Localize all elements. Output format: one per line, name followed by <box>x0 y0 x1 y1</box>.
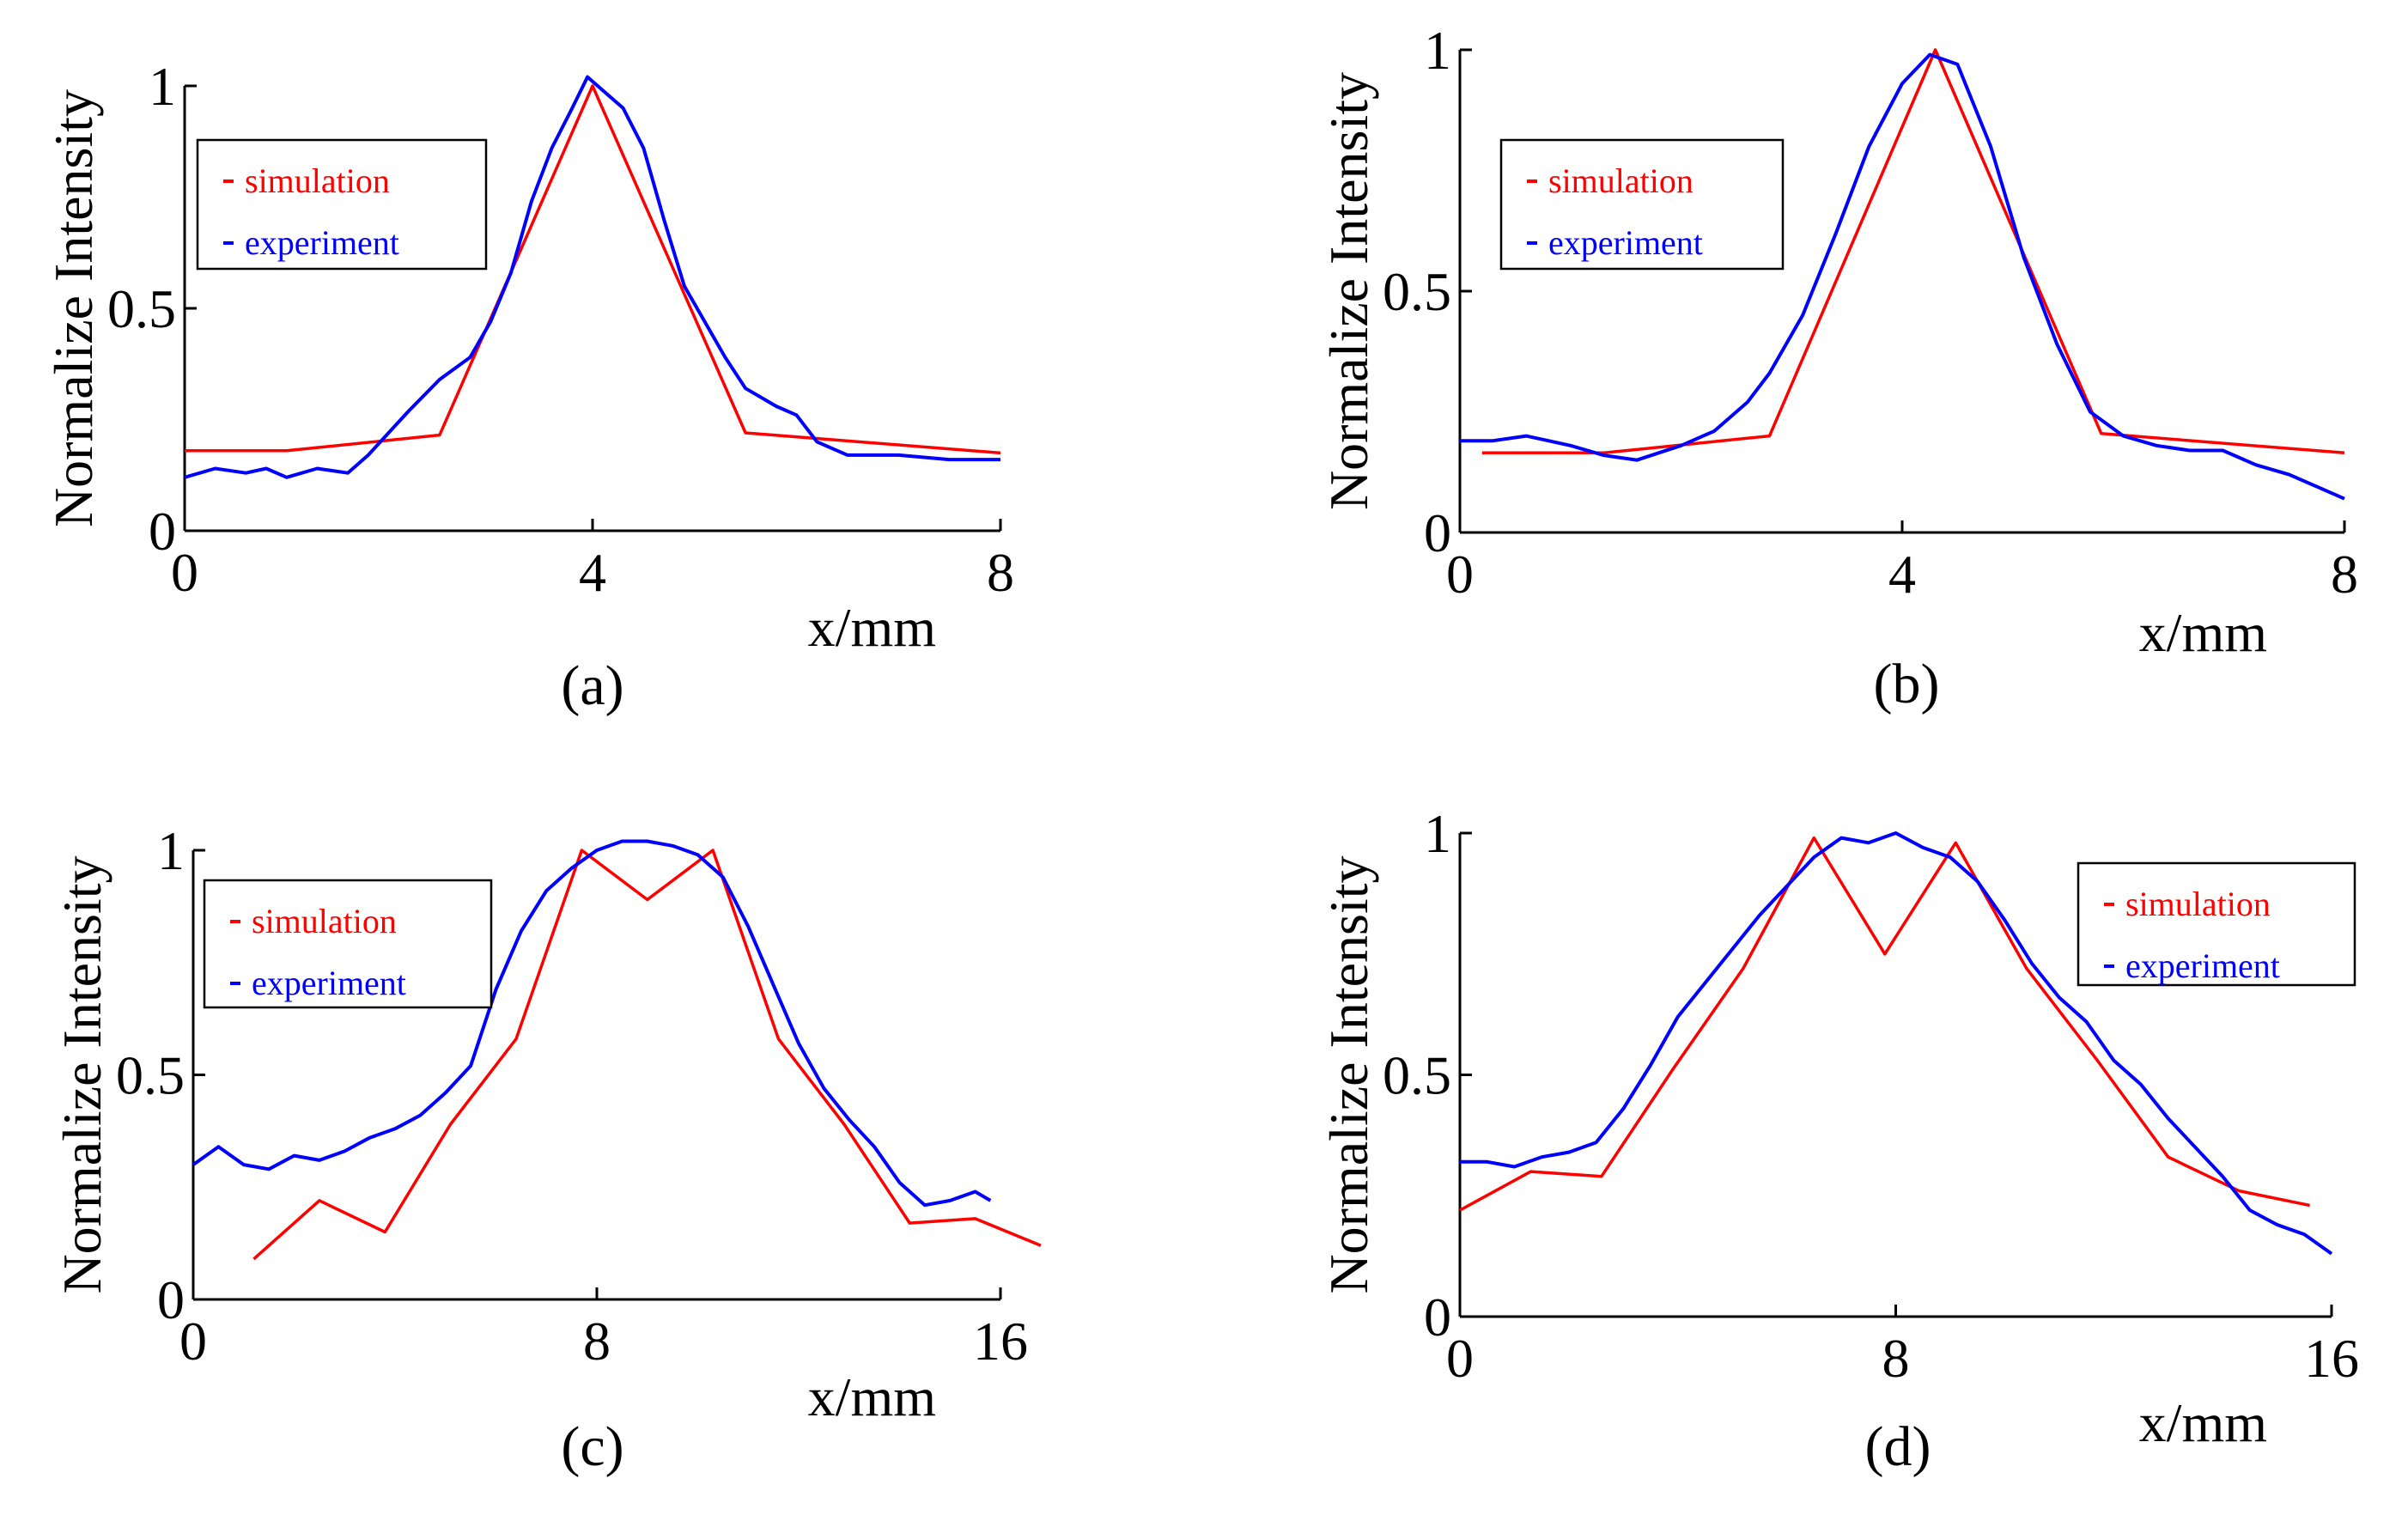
legend-box <box>203 879 493 1009</box>
x-tick-label: 0 <box>179 1311 207 1372</box>
x-tick-label: 8 <box>987 542 1014 603</box>
y-tick-label: 0.5 <box>116 1045 185 1106</box>
simulation-line <box>1459 836 2310 1212</box>
x-tick-label: 8 <box>583 1311 611 1372</box>
y-axis-label: Normalize Intensity <box>52 855 112 1293</box>
y-tick-label: 0 <box>149 501 176 562</box>
x-tick-label: 8 <box>1882 1328 1910 1389</box>
panel-d: 0 0.5 1 0 8 16 Normalize Intensity x/mm simulati… <box>1318 803 2359 1478</box>
y-tick-label: 1 <box>1424 803 1451 864</box>
x-tick-label: 4 <box>1888 544 1916 605</box>
legend-label-experiment: experiment <box>2125 946 2280 985</box>
x-tick-label: 16 <box>2304 1328 2359 1389</box>
legend: simulation experiment <box>203 879 493 1009</box>
y-tick-label: 1 <box>149 56 176 117</box>
legend-label-experiment: experiment <box>252 964 406 1002</box>
y-tick-label: 1 <box>157 820 185 881</box>
simulation-line <box>252 849 1042 1261</box>
x-tick-label: 4 <box>579 542 606 603</box>
panel-caption: (b) <box>1874 653 1940 715</box>
y-tick-label: 1 <box>1424 20 1451 81</box>
y-tick-label: 0 <box>1424 1287 1451 1348</box>
panel-caption: (d) <box>1865 1415 1931 1478</box>
legend-label-simulation: simulation <box>245 161 390 200</box>
experiment-line <box>1460 52 2345 501</box>
legend-box <box>2077 861 2356 987</box>
experiment-line <box>184 75 1000 479</box>
legend: simulation experiment <box>196 138 488 271</box>
x-tick-label: 0 <box>171 542 198 603</box>
panel-caption: (c) <box>561 1415 623 1478</box>
legend-box <box>196 138 488 271</box>
x-tick-label: 0 <box>1446 544 1474 605</box>
y-tick-label: 0.5 <box>1383 261 1451 322</box>
legend-label-experiment: experiment <box>1548 223 1703 262</box>
panel-b: 0 0.5 1 0 4 8 Normalize Intensity x/mm simulatio… <box>1318 20 2358 715</box>
x-axis-label: x/mm <box>808 1366 936 1427</box>
legend-label-simulation: simulation <box>1548 161 1694 200</box>
y-tick-label: 0 <box>157 1269 185 1330</box>
legend: simulation experiment <box>1499 138 1785 271</box>
experiment-line <box>1460 831 2333 1256</box>
x-axis-label: x/mm <box>2139 1392 2267 1453</box>
panel-caption: (a) <box>561 654 623 717</box>
x-tick-label: 8 <box>2331 544 2358 605</box>
y-tick-label: 0 <box>1424 502 1451 563</box>
legend-label-simulation: simulation <box>2125 885 2271 923</box>
legend-label-simulation: simulation <box>252 902 397 940</box>
x-tick-label: 16 <box>973 1311 1028 1372</box>
panel-c: 0 0.5 1 0 8 16 Normalize Intensity x/mm simulati… <box>52 820 1042 1478</box>
y-axis-label: Normalize Intensity <box>1318 855 1379 1293</box>
simulation-line <box>1481 48 2345 455</box>
y-axis-label: Normalize Intensity <box>43 89 104 527</box>
legend-box <box>1499 138 1785 271</box>
x-axis-label: x/mm <box>2139 602 2267 663</box>
x-axis-label: x/mm <box>808 597 936 658</box>
panel-a: 0 0.5 1 0 4 8 Normalize Intensity x/mm simulatio… <box>43 56 1014 717</box>
y-tick-label: 0.5 <box>107 278 176 339</box>
legend: simulation experiment <box>2077 861 2356 987</box>
x-tick-label: 0 <box>1446 1328 1474 1389</box>
experiment-line <box>192 839 992 1208</box>
legend-label-experiment: experiment <box>245 223 399 262</box>
y-axis-label: Normalize Intensity <box>1318 72 1379 510</box>
y-tick-label: 0.5 <box>1383 1045 1451 1106</box>
